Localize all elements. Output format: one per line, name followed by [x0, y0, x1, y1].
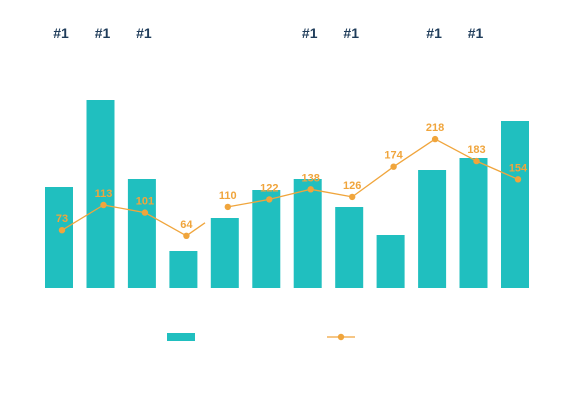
- legend-bar-swatch: [167, 333, 195, 341]
- line-layer: [58, 135, 522, 239]
- bar: [169, 251, 198, 288]
- rank-label: #1: [136, 25, 152, 41]
- line-point: [473, 157, 480, 165]
- line-value-label: 110: [219, 190, 237, 202]
- bar: [210, 218, 239, 288]
- labels-layer: 73 113 101 64 110 122 138 126 174 218 183 154 #1 #1 #1…: [53, 25, 528, 231]
- line-point: [100, 201, 107, 209]
- line-segment: [227, 198, 270, 208]
- line-value-label: 101: [136, 196, 154, 208]
- line-segment: [186, 222, 206, 237]
- line-point: [307, 186, 314, 193]
- line-segment: [393, 138, 436, 168]
- rank-label: #1: [53, 25, 69, 41]
- bar: [45, 187, 73, 288]
- line-point: [141, 209, 149, 216]
- line-point: [431, 135, 439, 143]
- line-point: [58, 227, 66, 234]
- line-point: [390, 163, 397, 170]
- line-point: [266, 196, 273, 203]
- line-value-label: 122: [260, 182, 278, 194]
- line-segment: [61, 204, 104, 231]
- line-segment: [103, 204, 146, 214]
- bar: [501, 121, 529, 288]
- bars-layer: [45, 100, 529, 288]
- rank-label: #1: [426, 25, 442, 41]
- rank-label: #1: [95, 25, 111, 41]
- bar: [127, 179, 156, 288]
- line-segment: [476, 160, 519, 180]
- line-value-label: 154: [509, 162, 528, 174]
- rank-label: #1: [302, 25, 318, 41]
- bar: [335, 207, 364, 288]
- line-value-label: 174: [384, 150, 403, 162]
- line-value-label: 183: [467, 144, 485, 156]
- line-point: [183, 232, 190, 239]
- line-segment: [434, 138, 477, 162]
- line-segment: [144, 212, 187, 237]
- line-segment: [351, 166, 394, 198]
- line-value-label: 138: [302, 172, 320, 184]
- line-value-label: 126: [343, 180, 361, 192]
- bar: [418, 170, 447, 288]
- legend: [167, 333, 355, 341]
- bar: [459, 158, 488, 288]
- bar: [252, 190, 281, 288]
- line-point: [514, 176, 522, 183]
- legend-line-marker: [337, 333, 345, 341]
- line-point: [224, 203, 231, 211]
- line-value-label: 113: [95, 188, 113, 200]
- bar: [376, 235, 405, 288]
- bar: [293, 179, 322, 288]
- line-value-label: 64: [180, 219, 193, 231]
- line-segment: [269, 188, 311, 201]
- rank-label: #1: [468, 25, 484, 41]
- line-value-label: 73: [56, 213, 68, 225]
- line-segment: [310, 188, 353, 198]
- rank-label: #1: [343, 25, 359, 41]
- bar: [86, 100, 115, 288]
- line-point: [349, 193, 356, 201]
- line-value-label: 218: [426, 122, 444, 134]
